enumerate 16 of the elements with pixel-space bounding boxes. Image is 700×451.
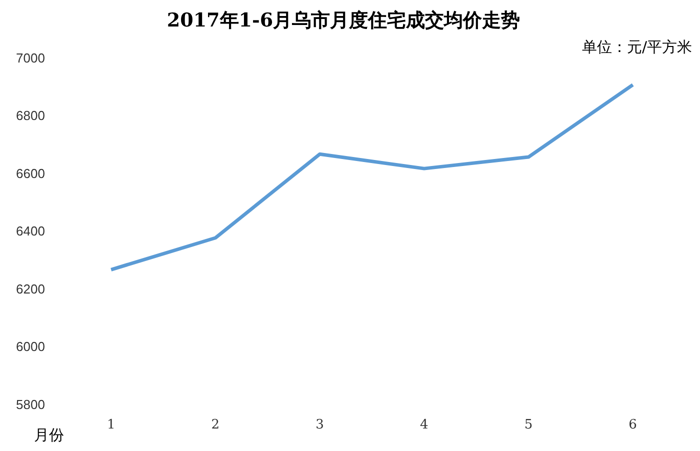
y-tick-label: 7000 xyxy=(16,50,45,66)
y-tick-label: 6400 xyxy=(16,224,45,239)
y-tick-label: 5800 xyxy=(16,396,45,412)
x-tick-label: 3 xyxy=(316,418,324,433)
y-tick-label: 6600 xyxy=(16,166,45,181)
y-tick-label: 6000 xyxy=(16,339,45,354)
text: 单位：元/平方米 xyxy=(582,38,692,56)
y-tick-label: 6200 xyxy=(16,281,45,296)
x-tick-label: 1 xyxy=(106,418,116,433)
chart-title: 2017年1-6月乌市月度住宅成交均价走势 xyxy=(166,9,520,32)
x-tick-label: 5 xyxy=(524,418,533,433)
x-tick-label: 2 xyxy=(211,418,220,433)
x-tick-label: 4 xyxy=(420,418,428,433)
x-axis-title: 月份 xyxy=(34,426,64,444)
x-tick-label: 6 xyxy=(628,418,637,433)
y-tick-label: 6800 xyxy=(16,108,45,124)
